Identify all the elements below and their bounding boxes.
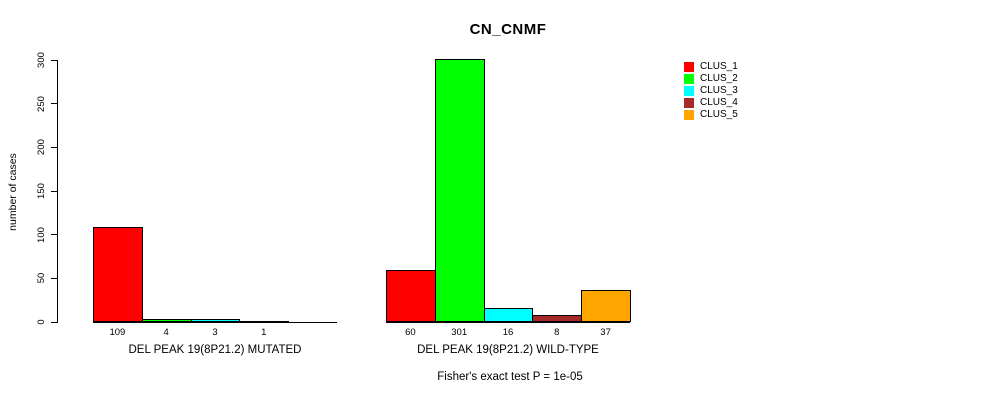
x-axis-line — [386, 322, 630, 323]
x-axis-line — [93, 322, 337, 323]
y-axis-tick-label: 150 — [36, 183, 47, 199]
bar-clus_2 — [434, 59, 485, 322]
y-axis-tick-mark — [51, 321, 57, 323]
group-label: DEL PEAK 19(8P21.2) WILD-TYPE — [417, 344, 599, 356]
bar-clus_4 — [239, 321, 290, 323]
bar-clus_3 — [190, 319, 241, 322]
y-axis-tick-label: 300 — [36, 52, 47, 68]
legend-item: CLUS_3 — [684, 85, 738, 97]
bar-clus_3 — [483, 308, 534, 322]
bar-value-label: 301 — [451, 327, 468, 338]
legend-label: CLUS_3 — [700, 85, 738, 96]
bar-value-label: 4 — [163, 327, 169, 338]
bar-clus_2 — [141, 318, 192, 322]
y-axis-tick-label: 0 — [36, 319, 47, 325]
legend-label: CLUS_1 — [700, 61, 738, 72]
y-axis-tick-label: 200 — [36, 139, 47, 156]
legend-item: CLUS_4 — [684, 97, 738, 109]
y-axis-tick-mark — [51, 190, 57, 192]
legend-label: CLUS_4 — [700, 97, 738, 108]
fisher-test-annotation: Fisher's exact test P = 1e-05 — [437, 371, 583, 383]
bar-clus_4 — [532, 315, 583, 322]
legend-color-swatch-clus_2 — [684, 74, 694, 84]
y-axis-tick-mark — [51, 59, 57, 61]
bar-value-label: 16 — [502, 327, 514, 338]
bar-value-label: 37 — [600, 327, 611, 338]
bar-value-label: 3 — [212, 327, 218, 338]
bar-clus_1 — [386, 269, 436, 322]
bar-value-label: 60 — [405, 327, 416, 338]
legend-item: CLUS_5 — [684, 109, 738, 121]
y-axis-tick-mark — [51, 234, 57, 236]
y-axis-tick-label: 100 — [36, 226, 47, 243]
bar-clus_5 — [581, 289, 631, 322]
legend: CLUS_1 CLUS_2 CLUS_3 CLUS_4 CLUS_5 — [684, 61, 738, 121]
y-axis-tick-mark — [51, 146, 57, 148]
legend-color-swatch-clus_3 — [684, 86, 694, 96]
legend-label: CLUS_5 — [700, 109, 738, 120]
bar-clus_1 — [93, 226, 143, 322]
y-axis-tick-mark — [51, 103, 57, 105]
y-axis-tick-label: 50 — [36, 273, 47, 284]
y-axis-tick-mark — [51, 277, 57, 279]
legend-label: CLUS_2 — [700, 73, 738, 84]
group-label: DEL PEAK 19(8P21.2) MUTATED — [128, 344, 302, 356]
bar-value-label: 8 — [554, 327, 560, 338]
legend-color-swatch-clus_5 — [684, 110, 694, 120]
bar-value-label: 109 — [109, 327, 126, 338]
legend-item: CLUS_2 — [684, 73, 738, 85]
legend-color-swatch-clus_4 — [684, 98, 694, 108]
y-axis-label: number of cases — [7, 153, 19, 231]
y-axis-line — [57, 60, 58, 323]
legend-item: CLUS_1 — [684, 61, 738, 73]
legend-color-swatch-clus_1 — [684, 62, 694, 72]
chart-title: CN_CNMF — [469, 21, 547, 38]
y-axis-tick-label: 250 — [36, 95, 47, 112]
bar-value-label: 1 — [261, 327, 267, 338]
